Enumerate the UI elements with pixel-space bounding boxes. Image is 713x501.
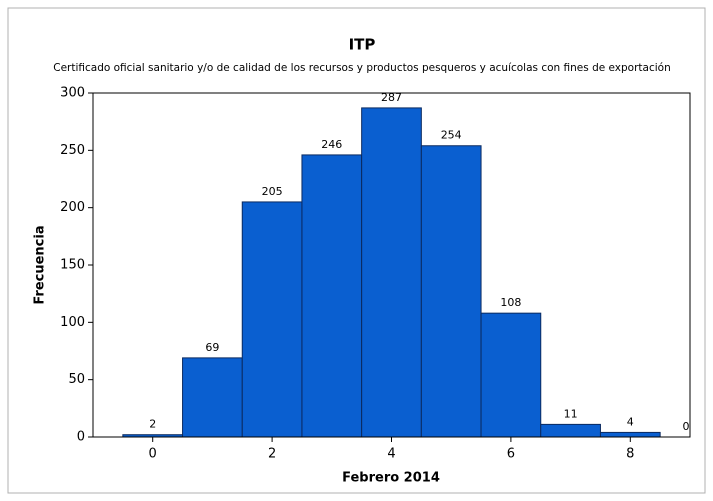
y-tick-label: 200	[60, 200, 85, 215]
bar	[182, 357, 243, 437]
data-label: 205	[262, 185, 283, 198]
y-tick-label: 100	[60, 315, 85, 330]
chart-title: ITP	[349, 36, 376, 54]
y-tick-label: 300	[60, 86, 85, 101]
x-tick-label: 8	[626, 447, 634, 462]
bar	[540, 423, 601, 437]
data-label: 246	[321, 138, 342, 151]
bar	[361, 107, 422, 437]
x-tick-label: 4	[387, 447, 395, 462]
y-tick-label: 50	[68, 372, 85, 387]
bar	[599, 431, 661, 437]
data-label: 108	[500, 296, 521, 309]
data-label: 69	[205, 341, 219, 354]
plot-marks	[122, 107, 661, 437]
y-tick-label: 250	[60, 143, 85, 158]
bar	[420, 145, 482, 437]
data-label: 4	[627, 415, 634, 428]
y-tick-label: 150	[60, 258, 85, 273]
data-label: 0	[683, 420, 690, 433]
x-tick-label: 6	[507, 447, 515, 462]
bar	[301, 154, 363, 437]
data-label: 287	[381, 91, 402, 104]
data-label: 254	[441, 129, 462, 142]
x-axis-label: Febrero 2014	[342, 471, 440, 486]
data-label: 11	[564, 407, 578, 420]
data-label: 2	[149, 418, 156, 431]
y-tick-label: 0	[77, 430, 85, 445]
y-axis-label: Frecuencia	[33, 225, 48, 304]
x-tick-label: 2	[268, 447, 276, 462]
bar	[480, 312, 542, 437]
bar	[241, 201, 303, 437]
chart-subtitle: Certificado oficial sanitario y/o de cal…	[53, 62, 671, 74]
x-tick-label: 0	[149, 447, 157, 462]
